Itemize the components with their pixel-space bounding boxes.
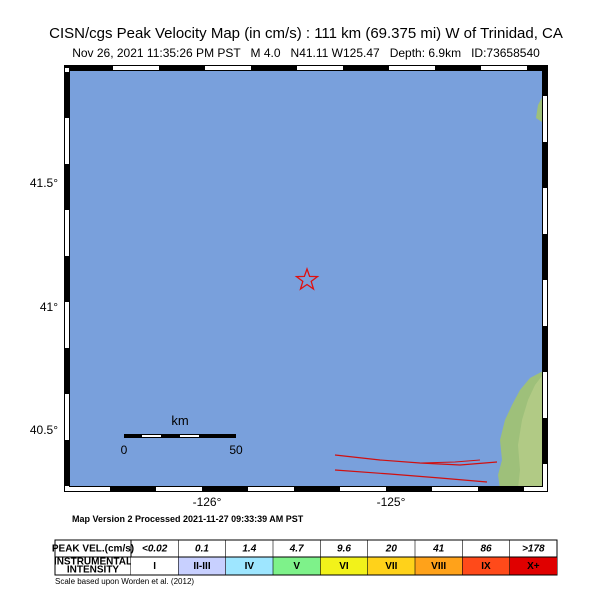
legend-header: INSTRUMENTAL xyxy=(54,557,132,568)
map-frame-ticks xyxy=(65,66,547,491)
lat-label: 40.5° xyxy=(30,423,58,437)
intensity-cell xyxy=(131,557,179,575)
intensity-cell xyxy=(462,557,510,575)
legend-header: INTENSITY xyxy=(67,565,120,576)
fault xyxy=(419,459,481,464)
legend-header: PEAK VEL.(cm/s) xyxy=(52,544,134,555)
velocity-label: 41 xyxy=(432,544,445,555)
intensity-cell xyxy=(367,557,415,575)
fault xyxy=(334,469,488,483)
scale-label: 50 xyxy=(229,443,243,457)
processed-note: Map Version 2 Processed 2021-11-27 09:33… xyxy=(72,514,304,524)
intensity-cell xyxy=(178,557,226,575)
legend: PEAK VEL.(cm/s) INSTRUMENTAL INTENSITY <… xyxy=(52,539,558,576)
velocity-label: 86 xyxy=(480,544,492,555)
velocity-label: >178 xyxy=(522,544,545,555)
lat-label: 41.5° xyxy=(30,176,58,190)
scale-note: Scale based upon Worden et al. (2012) xyxy=(55,577,194,586)
subtitle: Nov 26, 2021 11:35:26 PM PST M 4.0 N41.1… xyxy=(72,46,540,60)
intensity-cell xyxy=(415,557,463,575)
intensity-label: VIII xyxy=(431,561,446,572)
ocean xyxy=(67,68,545,489)
intensity-label: IX xyxy=(481,561,491,572)
intensity-label: VII xyxy=(385,561,397,572)
intensity-cell xyxy=(225,557,273,575)
lon-label: -125° xyxy=(377,495,406,509)
scale-unit: km xyxy=(171,413,188,428)
velocity-label: <0.02 xyxy=(142,544,168,555)
velocity-label: 1.4 xyxy=(242,544,256,555)
epicenter xyxy=(294,267,320,291)
intensity-cell xyxy=(509,557,557,575)
intensity-label: VI xyxy=(339,561,349,572)
lon-label: -126° xyxy=(193,495,222,509)
title: CISN/cgs Peak Velocity Map (in cm/s) : 1… xyxy=(49,25,563,42)
velocity-label: 20 xyxy=(385,544,398,555)
velocity-label: 4.7 xyxy=(289,544,304,555)
velocity-label: 0.1 xyxy=(195,544,209,555)
land-relief xyxy=(518,372,545,489)
lat-label: 41° xyxy=(40,300,58,314)
intensity-label: II-III xyxy=(193,561,210,572)
velocity-label: 9.6 xyxy=(337,544,351,555)
intensity-label: V xyxy=(293,561,300,572)
intensity-cell xyxy=(320,557,368,575)
scale-bar-seg xyxy=(180,435,199,437)
intensity-label: I xyxy=(153,561,156,572)
scale-bar-seg xyxy=(142,435,161,437)
scale-label: 0 xyxy=(121,443,128,457)
intensity-label: X+ xyxy=(527,561,540,572)
intensity-label: IV xyxy=(245,561,255,572)
intensity-cell xyxy=(273,557,321,575)
